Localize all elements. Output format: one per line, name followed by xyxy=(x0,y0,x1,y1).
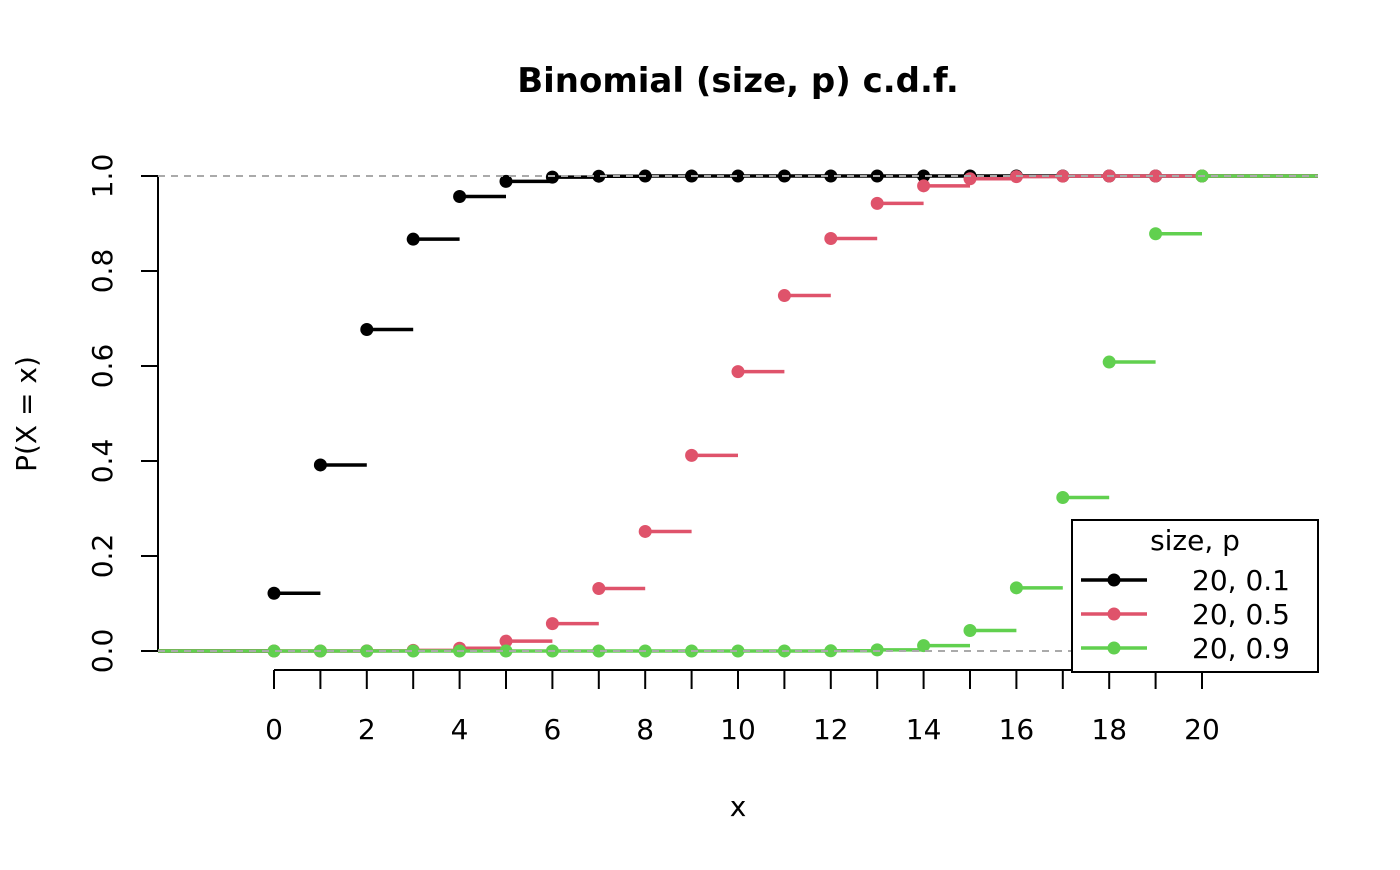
data-point xyxy=(267,586,281,600)
data-point xyxy=(824,169,838,183)
data-point xyxy=(917,179,931,193)
legend-label: 20, 0.1 xyxy=(1192,564,1290,597)
axes: 0.0 0.2 0.4 0.6 0.8 1.0 0 2 4 6 8 10 12 14 16 18 20 xyxy=(86,154,1220,746)
x-tick-label: 14 xyxy=(906,713,942,746)
y-tick-label: 0.8 xyxy=(86,249,119,294)
x-tick-label: 2 xyxy=(358,713,376,746)
data-point xyxy=(499,644,513,658)
data-point xyxy=(685,448,699,462)
data-point xyxy=(870,196,884,210)
data-point xyxy=(731,365,745,379)
data-point xyxy=(592,581,606,595)
legend-marker xyxy=(1107,607,1121,621)
data-point xyxy=(1056,169,1070,183)
data-point xyxy=(1102,355,1116,369)
data-point xyxy=(963,623,977,637)
data-point xyxy=(824,644,838,658)
data-point xyxy=(313,458,327,472)
x-tick-label: 12 xyxy=(813,713,849,746)
x-tick-label: 16 xyxy=(999,713,1035,746)
data-point xyxy=(731,644,745,658)
data-point xyxy=(1009,581,1023,595)
data-point xyxy=(499,634,513,648)
x-axis-label: x xyxy=(730,790,747,823)
data-point xyxy=(870,643,884,657)
y-tick-label: 1.0 xyxy=(86,154,119,199)
data-point xyxy=(917,169,931,183)
x-tick-label: 8 xyxy=(636,713,654,746)
x-tick-label: 10 xyxy=(720,713,756,746)
y-axis-label: P(X = x) xyxy=(10,356,43,472)
data-point xyxy=(731,169,745,183)
legend-label: 20, 0.5 xyxy=(1192,598,1290,631)
plot-area xyxy=(158,169,1318,658)
data-point xyxy=(360,322,374,336)
data-point xyxy=(453,190,467,204)
y-tick-label: 0.6 xyxy=(86,344,119,389)
x-tick-label: 4 xyxy=(451,713,469,746)
legend-marker xyxy=(1107,641,1121,655)
chart-title: Binomial (size, p) c.d.f. xyxy=(517,61,959,101)
data-point xyxy=(406,644,420,658)
data-point xyxy=(545,617,559,631)
data-point xyxy=(592,169,606,183)
data-point xyxy=(545,170,559,184)
data-point xyxy=(592,644,606,658)
data-point xyxy=(1149,227,1163,241)
legend: size, p 20, 0.120, 0.520, 0.9 xyxy=(1071,519,1319,673)
x-tick-label: 0 xyxy=(265,713,283,746)
legend-label: 20, 0.9 xyxy=(1192,632,1290,665)
data-point xyxy=(499,174,513,188)
x-tick-label: 20 xyxy=(1184,713,1220,746)
data-point xyxy=(406,232,420,246)
data-point xyxy=(824,232,838,246)
y-tick-label: 0.4 xyxy=(86,439,119,484)
y-tick-label: 0.0 xyxy=(86,629,119,674)
x-tick-label: 18 xyxy=(1091,713,1127,746)
data-point xyxy=(267,644,281,658)
legend-title: size, p xyxy=(1150,524,1240,557)
data-point xyxy=(1056,491,1070,505)
legend-marker xyxy=(1107,573,1121,587)
data-point xyxy=(777,289,791,303)
x-tick-label: 6 xyxy=(543,713,561,746)
data-point xyxy=(917,639,931,653)
data-point xyxy=(638,524,652,538)
data-point xyxy=(1149,169,1163,183)
data-point xyxy=(963,172,977,186)
y-tick-label: 0.2 xyxy=(86,534,119,579)
